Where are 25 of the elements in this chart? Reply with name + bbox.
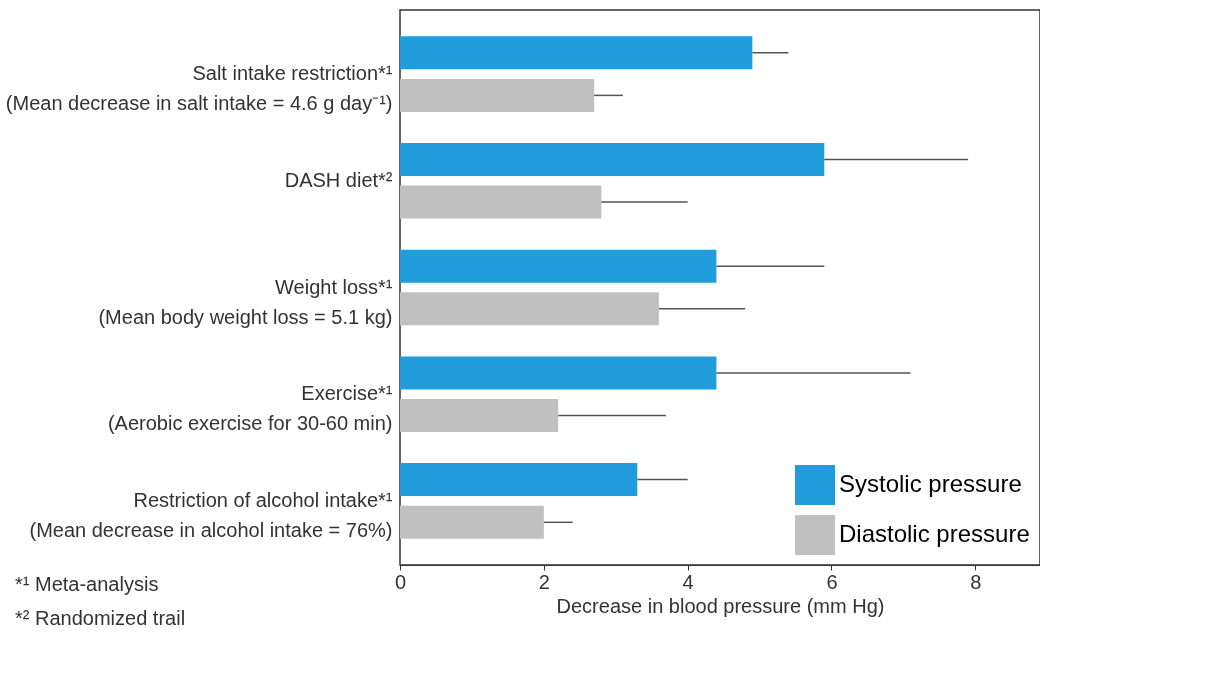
bar [400,185,602,219]
bar [400,249,717,283]
y-tick-label: Restriction of alcohol intake*¹ (Mean decrease in alcohol intake = 76%) [29,488,393,541]
bar [400,505,544,539]
text: *² Randomized trail [15,607,186,629]
x-tick-label: 0 [394,570,407,593]
x-tick-label: 8 [970,570,982,593]
bar [400,399,559,433]
x-tick-label: 2 [538,570,550,593]
legend-label: Systolic pressure [839,470,1022,497]
x-axis-title: Decrease in blood pressure (mm Hg) [556,594,885,617]
bar [400,356,717,390]
y-tick-label: DASH diet*² [284,168,393,191]
y-tick-label: Weight loss*¹ (Mean body weight loss = 5.1 kg) [98,275,393,328]
legend-label: Diastolic pressure [839,520,1030,547]
text: *¹ Meta-analysis [15,573,159,595]
bar [400,36,753,70]
bar [400,292,659,326]
x-tick-label: 4 [682,570,694,593]
y-tick-label: Salt intake restriction*¹ (Mean decrease in salt intake = 4.6 g day⁻¹) [5,62,393,115]
x-tick-label: 6 [826,570,838,593]
bar [400,78,595,112]
bar [400,142,825,176]
y-tick-label: Exercise*¹ (Aerobic exercise for 30-60 min) [107,382,393,435]
bar [400,463,638,497]
